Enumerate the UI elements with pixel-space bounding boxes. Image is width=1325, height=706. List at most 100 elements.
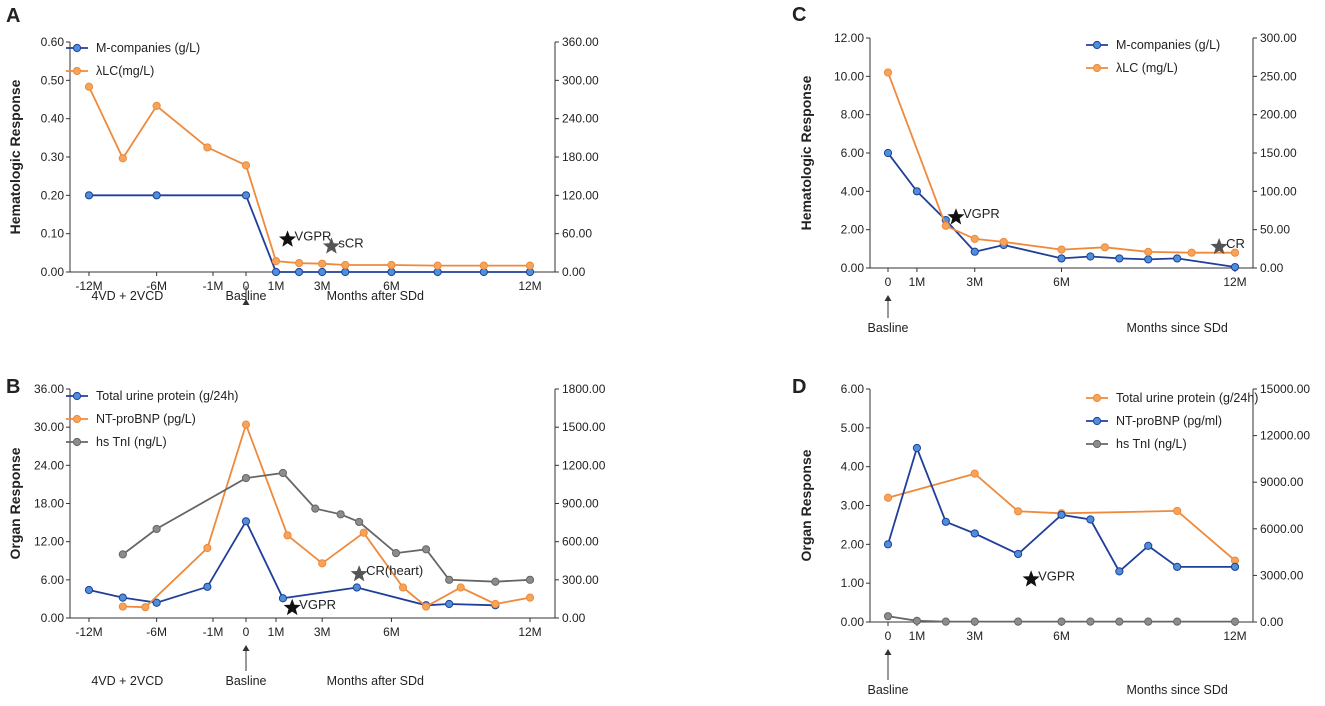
x-sub-label: Basline — [226, 289, 267, 303]
y-axis-title: Hematologic Response — [7, 79, 23, 234]
legend-marker — [72, 391, 82, 401]
series-line-orange — [887, 472, 1236, 562]
series-line-gray — [122, 472, 531, 583]
data-point-orange — [359, 528, 368, 537]
data-point-gray — [883, 612, 893, 621]
y-axis-title: Hematologic Response — [798, 75, 814, 230]
x-tick-label: 12M — [1223, 275, 1246, 289]
data-point-orange — [294, 258, 304, 268]
y-tick-label-right: 6000.00 — [1260, 522, 1304, 536]
data-point-gray — [1057, 617, 1066, 626]
data-point-blue — [1086, 515, 1095, 524]
legend-label: NT-proBNP (pg/L) — [96, 412, 196, 426]
data-point-gray — [970, 617, 979, 626]
x-tick-label: 12M — [518, 279, 541, 293]
data-point-gray — [311, 504, 320, 513]
x-sub-label: Months since SDd — [1126, 321, 1227, 335]
data-point-gray — [1086, 617, 1095, 626]
data-point-blue — [387, 267, 396, 277]
y-tick-label-right: 200.00 — [1260, 108, 1297, 122]
data-point-orange — [118, 602, 127, 611]
data-point-orange — [387, 260, 396, 270]
arrow-up-icon — [242, 645, 250, 651]
data-point-orange — [883, 493, 893, 502]
data-point-gray — [525, 575, 535, 584]
y-tick-label-left: 0.00 — [41, 265, 65, 279]
data-point-blue — [970, 247, 979, 256]
data-point-blue — [1057, 254, 1066, 263]
y-tick-label-right: 60.00 — [562, 227, 592, 241]
y-tick-label-right: 900.00 — [562, 497, 599, 511]
data-point-blue — [445, 599, 454, 609]
legend-label: NT-proBNP (pg/ml) — [1116, 414, 1222, 428]
x-sub-label: 4VD + 2VCD — [91, 674, 163, 688]
legend-label: Total urine protein (g/24h) — [1116, 391, 1258, 405]
data-point-gray — [336, 510, 345, 519]
data-point-gray — [421, 545, 431, 554]
y-tick-label-left: 2.00 — [841, 223, 865, 237]
data-point-gray — [1014, 617, 1023, 626]
data-point-orange — [84, 82, 94, 91]
data-point-blue — [318, 267, 327, 277]
y-axis-title: Organ Response — [7, 447, 23, 559]
x-tick-label: -1M — [203, 625, 224, 639]
series-line-orange — [887, 72, 1235, 254]
legend-marker — [72, 414, 82, 424]
data-point-orange — [341, 260, 350, 270]
x-tick-label: 6M — [383, 625, 400, 639]
data-point-blue — [1144, 255, 1153, 264]
y-tick-label-right: 0.00 — [562, 265, 586, 279]
x-sub-label: Months since SDd — [1126, 683, 1227, 697]
data-point-gray — [391, 549, 401, 558]
data-point-gray — [1115, 617, 1124, 626]
y-tick-label-left: 0.60 — [41, 35, 65, 49]
y-tick-label-left: 1.00 — [841, 576, 865, 590]
data-point-blue — [1115, 567, 1124, 576]
y-tick-label-left: 3.00 — [841, 499, 865, 513]
y-tick-label-right: 300.00 — [562, 573, 599, 587]
annotation-label: VGPR — [1038, 568, 1075, 583]
data-point-orange — [1057, 245, 1066, 254]
annotation-label: CR(heart) — [366, 563, 423, 578]
x-tick-label: 1M — [909, 275, 926, 289]
x-tick-label: 12M — [1223, 629, 1246, 643]
data-point-orange — [421, 602, 431, 611]
data-point-orange — [141, 603, 150, 612]
data-point-blue — [294, 267, 304, 277]
data-point-orange — [318, 259, 327, 268]
data-point-gray — [1173, 617, 1182, 626]
data-point-blue — [84, 191, 94, 200]
panel-label: A — [6, 5, 20, 27]
star-icon — [1022, 570, 1040, 587]
chart-panel-c: C 0.00 2.00 4.00 6.00 8.00 10.00 12.00 0.00 50.00… — [792, 4, 1297, 335]
annotation-label: VGPR — [299, 597, 336, 612]
legend-label: hs TnI (ng/L) — [1116, 437, 1187, 451]
y-tick-label-left: 0.20 — [41, 188, 65, 202]
data-point-orange — [118, 154, 127, 163]
y-tick-label-left: 8.00 — [841, 108, 865, 122]
y-tick-label-left: 4.00 — [841, 460, 865, 474]
y-tick-label-right: 360.00 — [562, 35, 599, 49]
data-point-orange — [241, 420, 251, 429]
x-sub-label: Basline — [868, 321, 909, 335]
panel-label: C — [792, 4, 806, 26]
data-point-orange — [479, 261, 488, 270]
series-line-orange — [122, 421, 531, 609]
y-tick-label-left: 2.00 — [841, 537, 865, 551]
data-point-blue — [912, 187, 922, 196]
data-point-orange — [1173, 506, 1182, 516]
x-tick-label: 6M — [1053, 275, 1070, 289]
y-tick-label-right: 300.00 — [1260, 31, 1297, 45]
y-tick-label-right: 1500.00 — [562, 420, 606, 434]
data-point-blue — [1230, 562, 1240, 571]
x-tick-label: 0 — [243, 625, 250, 639]
annotation-label: sCR — [338, 235, 363, 250]
data-point-orange — [271, 257, 281, 266]
data-point-blue — [241, 517, 251, 526]
y-tick-label-left: 0.00 — [841, 615, 865, 629]
data-point-blue — [941, 517, 950, 526]
x-tick-label: 3M — [966, 629, 983, 643]
x-tick-label: 3M — [314, 625, 331, 639]
x-tick-label: 3M — [314, 279, 331, 293]
